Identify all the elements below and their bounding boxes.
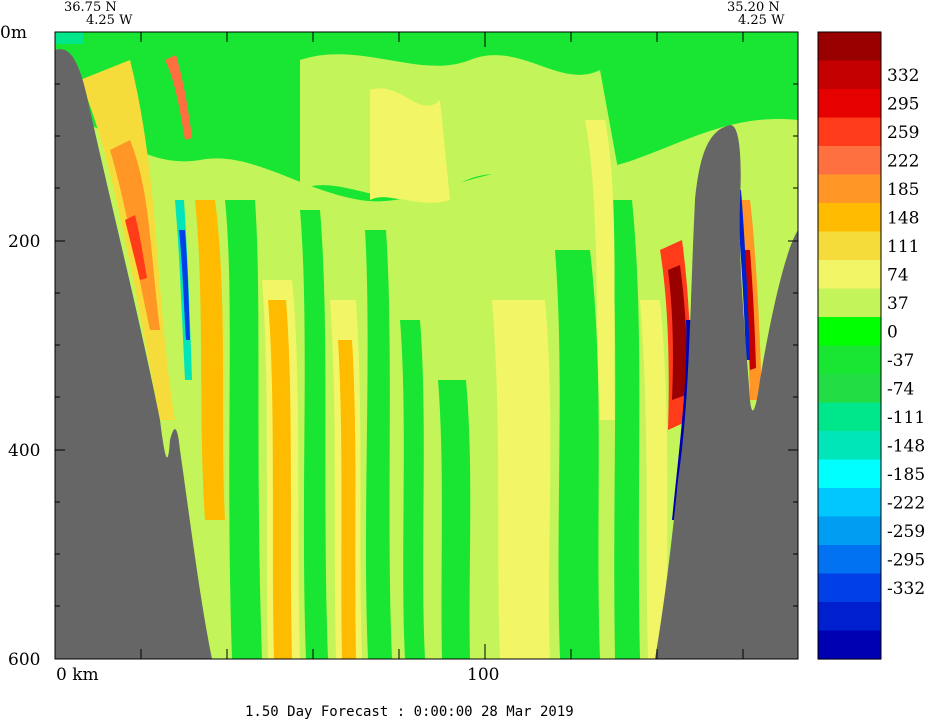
field-band — [338, 340, 356, 659]
field-band — [744, 250, 756, 370]
top-left-lon: 4.25 W — [86, 13, 133, 28]
top-right-lat: 35.20 N — [727, 0, 780, 15]
colorbar-swatch — [818, 516, 881, 546]
colorbar-swatch — [818, 402, 881, 432]
colorbar-swatch — [818, 288, 881, 318]
field-band — [300, 54, 620, 200]
field-band — [125, 215, 147, 280]
field-band — [555, 250, 600, 659]
top-left-strip — [55, 32, 83, 44]
colorbar-label: -185 — [887, 465, 925, 485]
field-band — [640, 300, 668, 659]
x-ticks — [140, 32, 744, 659]
top-right-lon: 4.25 W — [738, 13, 785, 28]
colorbar-swatch — [818, 203, 881, 233]
field-band — [179, 230, 190, 340]
colorbar-swatch — [818, 431, 881, 461]
colorbar-swatch — [818, 60, 881, 90]
y-tick-label-400: 400 — [8, 441, 40, 461]
y-tick-label-0: 0m — [0, 23, 27, 43]
field-bands — [55, 32, 798, 659]
colorbar-label: 259 — [887, 123, 919, 143]
terrain-right-ridge — [655, 124, 798, 659]
y-tick-label-200: 200 — [8, 232, 40, 252]
colorbar-swatch — [818, 459, 881, 489]
colorbar-label: -259 — [887, 522, 925, 542]
colorbar-swatch — [818, 317, 881, 347]
colorbar-swatch — [818, 374, 881, 404]
colorbar-label: 111 — [887, 237, 919, 257]
colorbar-swatch — [818, 630, 881, 660]
colorbar-swatch — [818, 174, 881, 204]
colorbar-label: -295 — [887, 550, 925, 570]
colorbar-swatch — [818, 573, 881, 603]
terrain-left-slope — [55, 49, 212, 659]
colorbar-swatch — [818, 32, 881, 62]
x-tick-label-100: 100 — [467, 665, 499, 685]
top-left-lat: 36.75 N — [64, 0, 117, 15]
colorbar-swatch — [818, 89, 881, 119]
field-band — [225, 200, 262, 659]
field-band — [195, 200, 225, 520]
field-band — [610, 200, 640, 659]
y-ticks — [55, 31, 798, 607]
colorbar-swatch — [818, 146, 881, 176]
colorbar-label: -332 — [887, 579, 925, 599]
colorbar-swatch — [818, 488, 881, 518]
colorbar-label: -37 — [887, 351, 914, 371]
colorbar-label: -148 — [887, 436, 925, 456]
colorbar-label: 0 — [887, 322, 898, 342]
colorbar-swatch — [818, 545, 881, 575]
colorbar-swatch — [818, 345, 881, 375]
colorbar-label: 148 — [887, 208, 919, 228]
x-tick-label-0: 0 km — [56, 665, 99, 685]
field-band — [672, 320, 693, 520]
field-band — [400, 320, 425, 659]
colorbar-swatch — [818, 260, 881, 290]
colorbar-label: -74 — [887, 379, 914, 399]
field-band — [370, 88, 450, 203]
colorbar — [818, 32, 881, 660]
colorbar-swatch — [818, 117, 881, 147]
field-band — [668, 265, 687, 400]
field-band — [438, 380, 471, 659]
colorbar-labels: 332 295 259 222 185 148 111 74 37 0 -37 -74 -111 -148… — [887, 66, 925, 599]
colorbar-label: 37 — [887, 294, 909, 314]
colorbar-label: -111 — [887, 408, 925, 428]
field-band — [300, 210, 328, 659]
field-band — [585, 120, 615, 420]
forecast-footer: 1.50 Day Forecast : 0:00:00 28 Mar 2019 — [245, 704, 574, 720]
field-band — [165, 55, 192, 140]
colorbar-label: 222 — [887, 151, 919, 171]
y-tick-label-600: 600 — [8, 650, 40, 670]
colorbar-swatch — [818, 231, 881, 261]
colorbar-label: 295 — [887, 94, 919, 114]
colorbar-frame — [817, 31, 882, 660]
colorbar-label: 74 — [887, 265, 909, 285]
colorbar-swatch — [818, 602, 881, 632]
colorbar-label: -222 — [887, 493, 925, 513]
plot-area — [55, 32, 798, 659]
field-band — [268, 300, 292, 659]
field-band — [365, 230, 392, 659]
colorbar-label: 185 — [887, 180, 919, 200]
colorbar-label: 332 — [887, 66, 919, 86]
field-band — [492, 300, 551, 659]
